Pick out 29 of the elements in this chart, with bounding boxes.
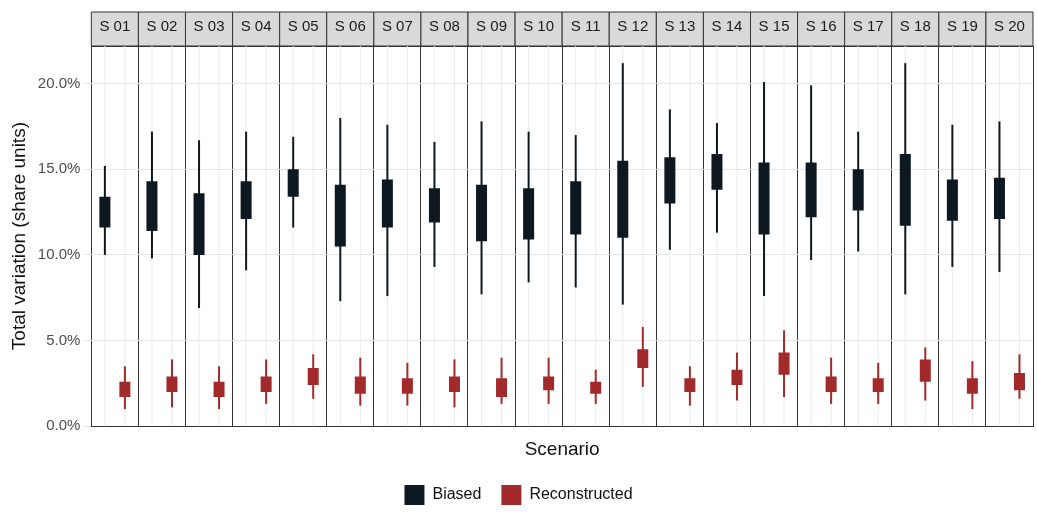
x-tick-label: S 09 (476, 17, 507, 35)
x-tick-label: S 17 (852, 17, 884, 35)
x-tick-label: S 19 (946, 17, 978, 35)
y-tick-label: 10.0% (37, 245, 81, 263)
x-tick-label: S 05 (287, 17, 319, 35)
y-tick-label: 15.0% (37, 159, 81, 177)
x-tick-label: S 07 (381, 17, 413, 35)
x-tick-label: S 20 (994, 17, 1025, 35)
x-tick-label: S 12 (617, 17, 649, 35)
x-tick-label: S 11 (570, 17, 601, 35)
x-tick-label: S 13 (664, 17, 696, 35)
x-tick-label: S 01 (99, 17, 131, 35)
x-tick-label: S 03 (193, 17, 225, 35)
x-tick-label: S 14 (711, 17, 743, 35)
x-tick-label: S 16 (805, 17, 837, 35)
x-tick-label: S 08 (429, 17, 460, 35)
x-tick-label: S 15 (758, 17, 790, 35)
y-tick-label: 0.0% (46, 416, 81, 434)
y-tick-label: 20.0% (37, 73, 81, 91)
x-tick-label: S 04 (240, 17, 272, 35)
x-tick-label: S 06 (334, 17, 366, 35)
x-tick-label: S 18 (899, 17, 931, 35)
x-tick-label: S 02 (146, 17, 178, 35)
legend-label: Reconstructed (529, 485, 633, 503)
y-tick-label: 5.0% (46, 330, 81, 348)
x-axis-title: Scenario (524, 437, 600, 459)
x-tick-label: S 10 (523, 17, 555, 35)
y-axis-title: Total variation (share units) (7, 122, 29, 351)
legend-label: Biased (432, 485, 482, 503)
